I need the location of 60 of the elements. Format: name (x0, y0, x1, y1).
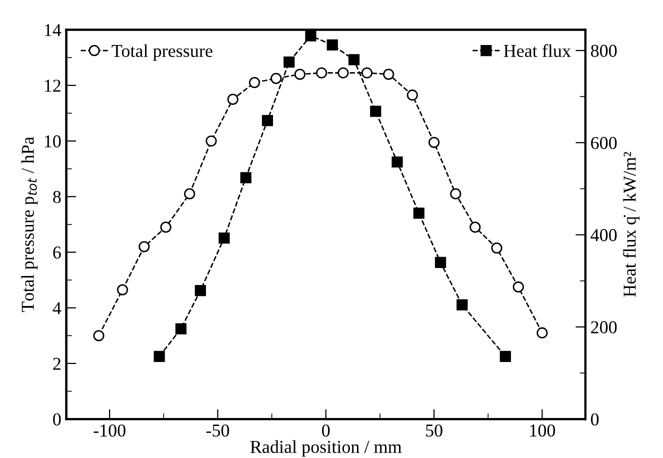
x-tick-label: -100 (94, 424, 126, 437)
point (491, 242, 502, 254)
point (536, 327, 548, 338)
point (175, 323, 186, 334)
point (305, 30, 316, 42)
point (326, 39, 338, 51)
point (470, 222, 481, 233)
y-tick-label: 12 (44, 80, 60, 92)
point (262, 114, 274, 126)
point (218, 232, 230, 244)
legend-label: Total pressure (112, 44, 212, 61)
point (284, 56, 295, 68)
point (413, 208, 424, 219)
point (93, 330, 104, 342)
point (184, 188, 196, 200)
point (154, 350, 165, 362)
point (428, 136, 440, 148)
y-tick-label: 8 (53, 190, 61, 204)
point (370, 106, 382, 117)
y-tick-label: 14 (44, 24, 62, 36)
point (116, 284, 128, 296)
x-axis-title: Radial position / mm (250, 440, 402, 457)
point (248, 77, 260, 88)
x-tick-label: 0 (322, 424, 330, 437)
y2-tick-label: 600 (591, 136, 617, 150)
point (294, 68, 306, 80)
point (160, 222, 172, 233)
point (206, 135, 217, 147)
point (383, 68, 394, 80)
y-tick-label: 2 (53, 358, 60, 370)
point (240, 172, 252, 184)
y2-tick-label: 200 (591, 321, 617, 334)
y2-tick-label: 800 (590, 44, 617, 57)
x-tick-label: 100 (530, 424, 556, 437)
point (500, 350, 511, 362)
y-tick-label: 0 (53, 413, 61, 426)
point (450, 188, 462, 200)
y-tick-label: 10 (44, 135, 61, 148)
point (270, 72, 282, 84)
point (406, 90, 418, 101)
legend-label: Heat flux (504, 44, 571, 58)
point (338, 67, 349, 78)
point (434, 256, 446, 268)
x-tick-label: 50 (426, 424, 442, 437)
point (348, 54, 360, 66)
point (138, 241, 150, 252)
y2-tick-label: 400 (590, 229, 617, 242)
point (456, 299, 468, 310)
point (194, 284, 206, 296)
x-tick-label: -50 (206, 424, 230, 437)
y-tick-label: 6 (53, 246, 61, 259)
point (361, 67, 373, 78)
point (227, 94, 238, 105)
y-tick-label: 4 (52, 302, 62, 314)
y-axis-title: Total pressure p$_{tot}$ / hPa (21, 136, 38, 312)
y2-axis-title: Heat flux q̇ / kW/m² (622, 152, 640, 297)
point (512, 281, 524, 293)
point (316, 67, 328, 78)
point (392, 156, 403, 168)
y2-tick-label: 0 (590, 413, 599, 426)
